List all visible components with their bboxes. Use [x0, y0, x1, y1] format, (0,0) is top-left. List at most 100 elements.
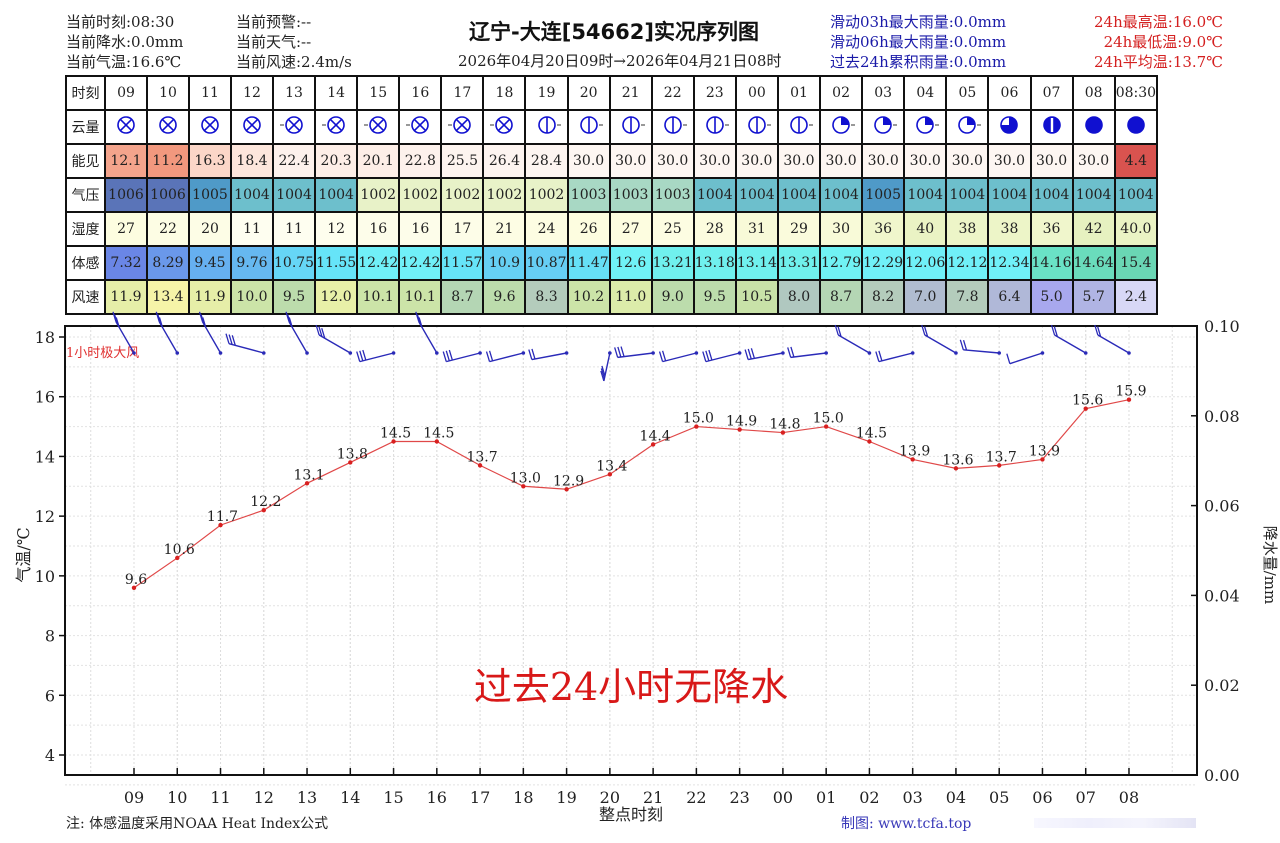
visibility-cell: 20.3 [314, 143, 359, 179]
temperature-label: 14.5 [856, 426, 887, 442]
time-cell: 11 [188, 75, 232, 111]
temperature-label: 13.9 [899, 443, 930, 459]
temperature-label: 13.9 [1029, 443, 1060, 459]
x-tick-label: 16 [427, 788, 447, 807]
time-cell: 14 [314, 75, 359, 111]
time-cell: 10 [146, 75, 190, 111]
x-tick-label: 13 [297, 788, 317, 807]
wind-barb-flag [1050, 324, 1056, 336]
pressure-cell: 1006 [104, 177, 148, 213]
temperature-point [607, 472, 613, 477]
temperature-label: 14.8 [769, 417, 800, 433]
pressure-cell: 1005 [861, 177, 906, 213]
wind-speed-cell: 8.7 [819, 279, 864, 315]
wind-barb-flag [1096, 326, 1102, 337]
x-tick-label: 02 [859, 788, 879, 807]
time-cell: 15 [356, 75, 401, 111]
wind-barb-flag [158, 317, 164, 328]
temp-avg: 24h平均温:13.7℃ [1094, 53, 1223, 71]
temperature-label: 12.2 [250, 494, 281, 510]
quarter-cloud-icon [903, 109, 948, 145]
temperature-point [1126, 397, 1132, 402]
x-tick-label: 23 [729, 788, 749, 807]
wind-barb-dot [1083, 351, 1088, 355]
pressure-cell: 1002 [482, 177, 527, 213]
wind-barb-flag [528, 349, 533, 360]
row-label: 气压 [65, 177, 106, 213]
visibility-cell: 30.0 [819, 143, 864, 179]
wind-barb-flag [448, 349, 453, 361]
temperature-point [737, 427, 742, 432]
humidity-cell: 12 [314, 211, 359, 247]
time-cell: 07 [1029, 75, 1074, 111]
x-tick-label: 20 [600, 788, 620, 807]
wind-barb-dot [997, 351, 1001, 355]
x-tick-label: 03 [903, 788, 923, 807]
wind-barb-dot [867, 351, 872, 355]
row-label: 时刻 [65, 75, 106, 111]
x-tick-label: 21 [643, 788, 663, 807]
wind-barb-flag [921, 324, 926, 336]
half-cloud-icon [650, 109, 695, 145]
wind-speed-cell: 11.0 [608, 279, 653, 315]
x-tick-label: 15 [383, 788, 403, 807]
credit-link[interactable]: 制图: www.tcfa.top [841, 816, 972, 832]
wind-barb-shaft [662, 352, 697, 363]
visibility-cell: 11.2 [146, 143, 190, 179]
wind-barb-flag [415, 311, 420, 323]
pressure-cell: 1004 [1071, 177, 1116, 213]
humidity-cell: 24 [524, 211, 569, 247]
temperature-label: 15.0 [813, 411, 844, 427]
wind-barb-dot [261, 351, 266, 355]
wind-speed-cell: 10.1 [398, 279, 443, 315]
feels-like-cell: 13.18 [692, 245, 737, 281]
rain-3h: 滑动03h最大雨量:0.0mm [830, 13, 1007, 31]
temperature-point [997, 463, 1002, 468]
temperature-label: 14.5 [423, 426, 454, 442]
current-weather: 当前天气:-- [236, 33, 312, 51]
temp-max: 24h最高温:16.0℃ [1094, 13, 1223, 31]
row-wind-speed: 风速 11.9 13.4 11.9 10.0 9.5 12.0 10.1 10.1 8.7 9.6 8… [65, 279, 1159, 315]
humidity-cell: 16 [398, 211, 443, 247]
pressure-cell: 1004 [776, 177, 822, 213]
wind-speed-cell: 8.7 [440, 279, 485, 315]
feels-like-cell: 8.29 [146, 245, 190, 281]
overcast-icon [104, 109, 148, 145]
visibility-cell: 12.1 [104, 143, 148, 179]
wind-barb-dot [1040, 351, 1045, 355]
wind-barb-shaft [1054, 334, 1087, 354]
pressure-cell: 1005 [188, 177, 232, 213]
header-left-block: 当前时刻:08:30 当前降水:0.0mm 当前气温:16.6℃ [66, 12, 183, 72]
wind-barb-flag [834, 324, 839, 336]
temperature-line [133, 399, 1130, 589]
temperature-label: 15.6 [1072, 393, 1103, 409]
wind-barb-shaft [489, 352, 524, 363]
wind-barb-flag [198, 311, 204, 323]
current-wind: 当前风速:2.4m/s [236, 53, 352, 71]
current-warning: 当前预警:-- [236, 13, 312, 31]
wind-barb-dot [218, 351, 223, 355]
x-tick-label: 17 [470, 788, 490, 807]
rain-stats: 滑动03h最大雨量:0.0mm 滑动06h最大雨量:0.0mm 过去24h累积雨… [830, 12, 1006, 72]
quarter-cloud-icon [945, 109, 990, 145]
pressure-cell: 1003 [608, 177, 653, 213]
wind-speed-cell: 9.5 [692, 279, 737, 315]
observation-table: 时刻 09 10 11 12 13 14 15 16 17 18 19 20 21 22 23 00 01 02 03… [65, 75, 1159, 315]
y-tick-label: 12 [35, 507, 55, 526]
temperature-point [1040, 457, 1045, 462]
pressure-cell: 1003 [650, 177, 695, 213]
wind-barb-flag [356, 351, 361, 362]
wind-barb-flag [113, 314, 119, 325]
wind-barb-flag [115, 317, 120, 328]
temperature-label: 13.0 [510, 470, 541, 486]
wind-barb-flag [959, 339, 964, 351]
time-cell: 23 [692, 75, 737, 111]
page-title: 辽宁-大连[54662]实况序列图 [469, 20, 759, 44]
wind-speed-cell: 11.9 [104, 279, 148, 315]
wind-barb-flag [112, 311, 117, 323]
wind-gust-label: 1小时极大风 [66, 346, 139, 361]
wind-barb-flag [658, 351, 664, 362]
humidity-cell: 26 [566, 211, 611, 247]
wind-speed-cell: 6.4 [987, 279, 1032, 315]
wind-barb-flag [228, 334, 233, 345]
